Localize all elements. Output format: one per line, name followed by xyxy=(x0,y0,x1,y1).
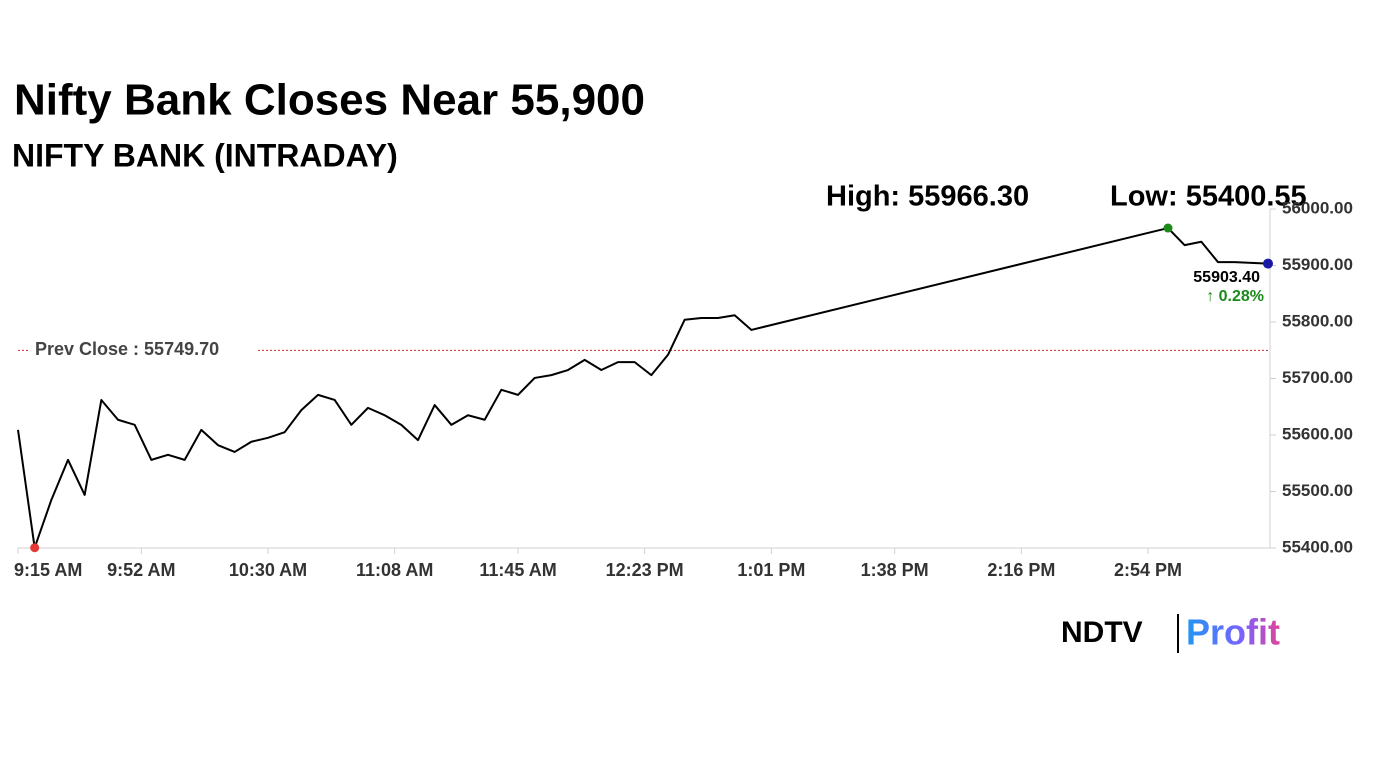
x-tick-label: 1:38 PM xyxy=(861,560,929,580)
low-label: Low: 55400.55 xyxy=(1110,181,1307,213)
y-tick-label: 55400.00 xyxy=(1282,537,1353,556)
high-dot xyxy=(1163,223,1173,233)
brand-product: Profit xyxy=(1186,612,1280,653)
x-tick-label: 2:54 PM xyxy=(1114,560,1182,580)
x-tick-label: 9:52 AM xyxy=(107,560,175,580)
price-line xyxy=(17,227,1269,549)
y-tick-label: 55500.00 xyxy=(1282,481,1353,500)
prev-close-label-bg xyxy=(30,338,258,363)
last-dot xyxy=(1263,258,1273,269)
chart-title: Nifty Bank Closes Near 55,900 xyxy=(14,76,645,125)
y-tick-label: 55900.00 xyxy=(1282,255,1353,274)
y-tick-label: 56000.00 xyxy=(1282,198,1353,217)
y-tick-label: 55700.00 xyxy=(1282,368,1353,387)
x-tick-label: 1:01 PM xyxy=(737,560,805,580)
y-tick-label: 55800.00 xyxy=(1282,311,1353,330)
x-tick-label: 12:23 PM xyxy=(606,560,684,580)
high-label: High: 55966.30 xyxy=(826,181,1029,213)
x-tick-label: 9:15 AM xyxy=(14,560,82,580)
prev-close-label: Prev Close : 55749.70 xyxy=(35,339,219,359)
brand-name: NDTV xyxy=(1061,616,1143,649)
x-tick-label: 2:16 PM xyxy=(987,560,1055,580)
chart-subtitle: NIFTY BANK (INTRADAY) xyxy=(12,137,398,173)
last-value-label: 55903.40 xyxy=(1193,269,1260,286)
low-dot xyxy=(30,543,40,553)
change-label: ↑ 0.28% xyxy=(1206,288,1264,305)
x-tick-label: 10:30 AM xyxy=(229,560,307,580)
x-tick-label: 11:08 AM xyxy=(356,560,433,580)
y-tick-label: 55600.00 xyxy=(1282,424,1353,443)
x-tick-label: 11:45 AM xyxy=(479,560,556,580)
